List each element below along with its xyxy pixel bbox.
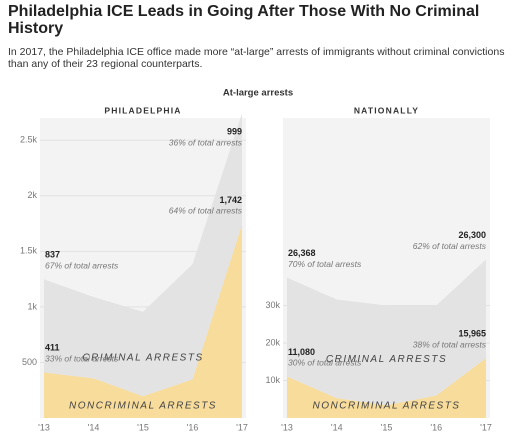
section-label: At-large arrests [223, 88, 293, 99]
value-label: 837 [45, 250, 60, 260]
value-label: 15,965 [458, 329, 486, 339]
x-tick-label: '16 [187, 422, 199, 432]
value-note: 70% of total arrests [288, 259, 362, 269]
y-tick-label: 2.5k [20, 135, 38, 145]
area [287, 259, 486, 406]
x-tick-label: '14 [331, 422, 343, 432]
value-label: 11,080 [288, 347, 315, 357]
value-note: 36% of total arrests [169, 137, 243, 147]
y-tick-label: 1.5k [20, 246, 38, 256]
value-label: 26,300 [458, 230, 486, 240]
y-tick-label: 30k [265, 300, 280, 310]
y-tick-label: 1k [27, 301, 37, 311]
title: Philadelphia ICE Leads in Going After Th… [8, 3, 479, 37]
area [287, 358, 486, 418]
y-tick-label: 500 [22, 357, 37, 367]
value-note: 30% of total arrests [288, 358, 362, 368]
series-label: NONCRIMINAL ARRESTS [69, 401, 217, 412]
x-tick-label: '13 [38, 422, 50, 432]
y-tick-label: 20k [265, 337, 280, 347]
x-tick-label: '17 [480, 422, 492, 432]
value-label: 999 [227, 126, 242, 136]
y-tick-label: 2k [27, 190, 37, 200]
area [44, 224, 242, 418]
x-tick-label: '17 [236, 422, 248, 432]
panel-title: NATIONALLY [354, 105, 419, 115]
panel-title: PHILADELPHIA [104, 105, 181, 115]
x-tick-label: '15 [137, 422, 149, 432]
x-tick-label: '16 [430, 422, 442, 432]
text-line: In 2017, the Philadelphia ICE office mad… [8, 46, 504, 58]
value-label: 411 [45, 343, 60, 353]
value-note: 67% of total arrests [45, 261, 119, 271]
text-line: than any of their 23 regional counterpar… [8, 58, 202, 70]
value-note: 64% of total arrests [169, 206, 243, 216]
value-label: 26,368 [288, 248, 316, 258]
value-label: 1,742 [219, 195, 242, 205]
series-label: NONCRIMINAL ARRESTS [313, 401, 461, 412]
text-line: Philadelphia ICE Leads in Going After Th… [8, 3, 479, 20]
text-line: History [8, 20, 63, 37]
value-note: 38% of total arrests [413, 339, 487, 349]
subtitle: In 2017, the Philadelphia ICE office mad… [8, 46, 504, 70]
value-note: 33% of total arrests [45, 354, 119, 364]
value-note: 62% of total arrests [413, 241, 487, 251]
series-label: CRIMINAL ARRESTS [82, 353, 203, 364]
y-tick-label: 10k [265, 375, 280, 385]
x-tick-label: '15 [381, 422, 393, 432]
area [44, 113, 242, 397]
series-label: CRIMINAL ARRESTS [326, 354, 447, 365]
x-tick-label: '13 [281, 422, 293, 432]
x-tick-label: '14 [88, 422, 100, 432]
